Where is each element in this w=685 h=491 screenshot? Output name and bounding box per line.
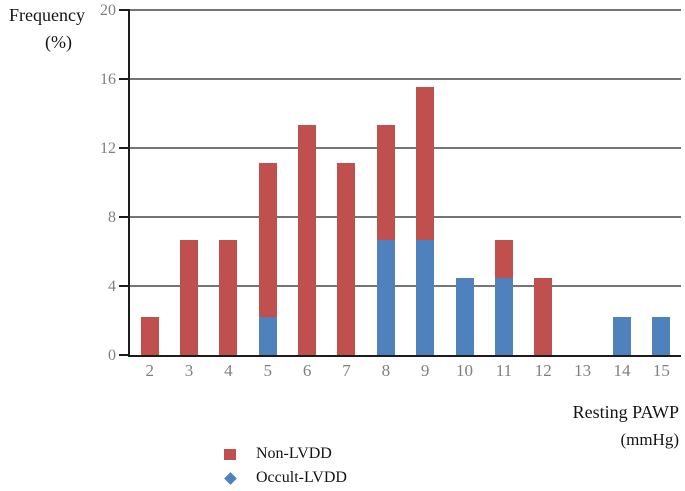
legend-item-occult-lvdd: Occult-LVDD xyxy=(224,466,347,490)
legend-label-occult-lvdd: Occult-LVDD xyxy=(256,469,347,486)
x-axis-title-unit: (mmHg) xyxy=(620,430,679,449)
y-axis-title-unit: (%) xyxy=(45,32,72,52)
y-tick-label-4: 4 xyxy=(108,277,116,295)
gridline-y-8 xyxy=(130,216,681,218)
y-axis-tick-4 xyxy=(119,285,130,287)
x-tick-label-10: 10 xyxy=(456,361,474,380)
y-tick-label-16: 16 xyxy=(100,70,116,88)
x-axis-title: Resting PAWP (mmHg) xyxy=(573,398,679,454)
bar-segment-7-non-lvdd xyxy=(337,163,356,355)
x-tick-label-13: 13 xyxy=(574,361,592,380)
bar-segment-8-non-lvdd xyxy=(376,124,395,240)
x-tick-label-6: 6 xyxy=(302,361,312,380)
x-tick-label-4: 4 xyxy=(224,361,233,380)
bar-segment-11-non-lvdd xyxy=(494,240,513,279)
y-tick-label-12: 12 xyxy=(100,139,116,157)
y-axis-tick-20 xyxy=(119,9,130,11)
bar-segment-11-occult-lvdd xyxy=(494,278,513,355)
x-tick-label-7: 7 xyxy=(342,361,351,380)
y-tick-label-8: 8 xyxy=(108,208,116,226)
x-tick-label-9: 9 xyxy=(420,361,430,380)
x-tick-label-11: 11 xyxy=(495,361,513,380)
bar-segment-5-occult-lvdd xyxy=(258,316,277,355)
x-tick-label-3: 3 xyxy=(184,361,194,380)
y-axis-title: Frequency (%) xyxy=(0,2,85,56)
x-tick-label-12: 12 xyxy=(534,361,552,380)
x-tick-label-15: 15 xyxy=(652,361,670,380)
legend-item-non-lvdd: Non-LVDD xyxy=(224,442,347,466)
bar-segment-14-occult-lvdd xyxy=(612,316,631,355)
legend: Non-LVDD Occult-LVDD xyxy=(224,442,347,490)
y-axis-title-text: Frequency xyxy=(9,5,85,25)
bar-segment-5-non-lvdd xyxy=(258,163,277,317)
gridline-y-12 xyxy=(130,147,681,149)
bar-segment-9-occult-lvdd xyxy=(416,239,435,355)
gridline-y-16 xyxy=(130,78,681,80)
y-axis-tick-12 xyxy=(119,147,130,149)
x-tick-label-8: 8 xyxy=(381,361,391,380)
x-axis-title-text: Resting PAWP xyxy=(572,402,679,422)
bar-segment-9-non-lvdd xyxy=(416,86,435,240)
y-axis-tick-0 xyxy=(119,354,130,356)
bar-segment-15-occult-lvdd xyxy=(652,316,671,355)
x-tick-label-14: 14 xyxy=(613,361,631,380)
x-tick-label-2: 2 xyxy=(145,361,154,380)
non-lvdd-square-marker-icon xyxy=(224,448,236,460)
x-tick-label-5: 5 xyxy=(263,361,273,380)
occult-lvdd-diamond-marker-icon xyxy=(224,471,237,485)
y-axis-tick-8 xyxy=(119,216,130,218)
bar-segment-12-non-lvdd xyxy=(534,278,553,355)
plot-area: 0 4 8 12 16 20 2 3 4 5 6 7 8 9 10 11 12 13 14 15 xyxy=(100,2,681,380)
y-tick-label-20: 20 xyxy=(100,1,116,19)
gridline-y-4 xyxy=(130,285,681,287)
legend-label-non-lvdd: Non-LVDD xyxy=(256,445,332,462)
bar-segment-6-non-lvdd xyxy=(298,125,317,355)
gridline-y-20 xyxy=(130,9,681,11)
bar-segment-8-occult-lvdd xyxy=(376,239,395,355)
bar-segment-3-non-lvdd xyxy=(180,239,199,355)
y-tick-label-0: 0 xyxy=(108,346,116,364)
bar-segment-10-occult-lvdd xyxy=(455,278,474,355)
bar-segment-2-non-lvdd xyxy=(140,316,159,355)
y-axis-tick-16 xyxy=(119,78,130,80)
bar-segment-4-non-lvdd xyxy=(219,239,238,355)
